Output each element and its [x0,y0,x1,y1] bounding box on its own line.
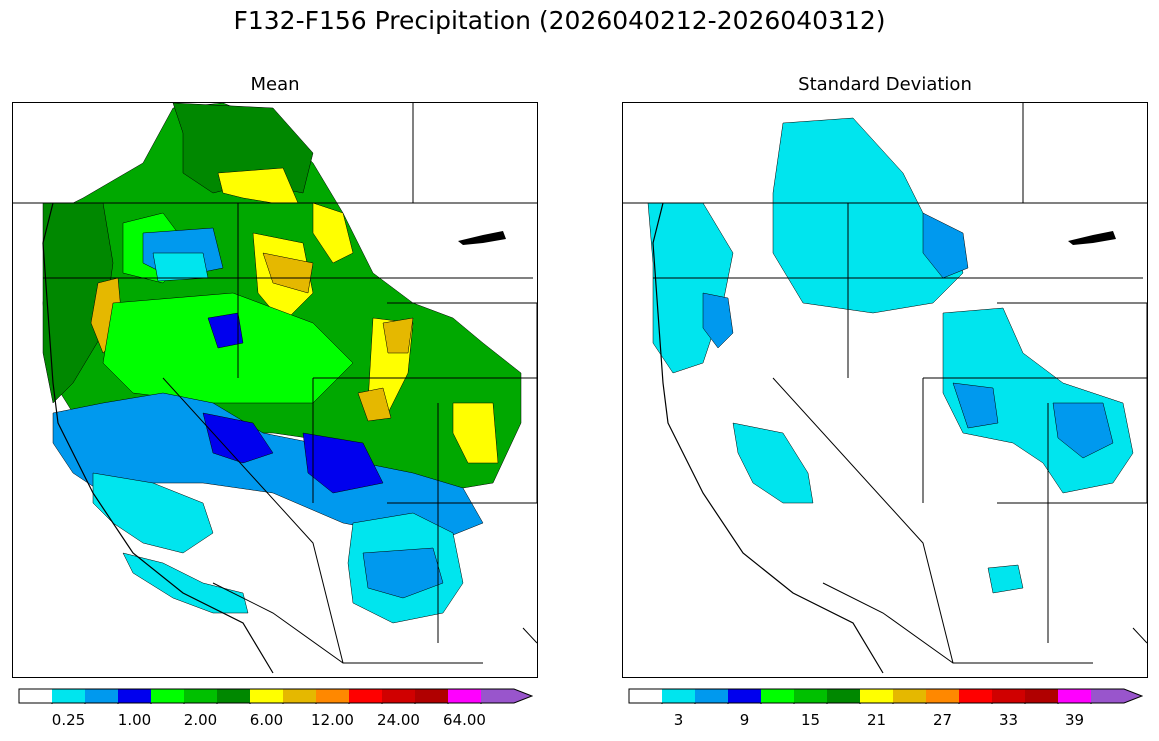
region-cyan-north [772,117,964,314]
map-stddev [622,102,1148,678]
colorbar-swatch [52,689,85,703]
colorbar-swatch [662,689,695,703]
colorbar-swatch [1091,689,1142,703]
region-cyan-sw [732,422,814,504]
region-cyan-south [987,564,1024,594]
region-darkgreen-coast [42,202,114,404]
region-gold-3 [382,317,414,354]
colorbar-swatch [151,689,184,703]
colorbar-tick-label: 2.00 [183,711,218,729]
map-mean [12,102,538,678]
region-yellow-4 [312,202,354,264]
region-darkblue-2 [302,432,384,494]
colorbar-swatch [250,689,283,703]
colorbar-swatch [85,689,118,703]
region-blue-coast [702,292,734,349]
colorbar-swatch [695,689,728,703]
colorbar-swatch [481,689,532,703]
colorbar-swatch [992,689,1025,703]
colorbar-tick-label: 0.25 [51,711,86,729]
colorbar-swatch [19,689,52,703]
colorbar-tick-label: 64.00 [443,711,486,729]
region-blue-north [922,212,969,279]
colorbar-swatch [118,689,151,703]
colorbar-tick-label: 24.00 [377,711,420,729]
colorbar-swatch [1025,689,1058,703]
panel-title-mean: Mean [250,74,300,95]
region-cyan-south-1 [92,472,214,554]
colorbar-swatch [448,689,481,703]
colorbar-swatch [728,689,761,703]
colorbar-swatch [283,689,316,703]
colorbar-swatch [349,689,382,703]
colorbar-tick-label: 33 [998,711,1019,729]
colorbar-tick-label: 6.00 [249,711,284,729]
colorbar-swatch [926,689,959,703]
colorbar-swatch [217,689,250,703]
colorbar-stddev [628,688,1143,704]
colorbar-swatch [1058,689,1091,703]
colorbar-tick-label: 21 [866,711,887,729]
region-blue-east [1052,402,1114,459]
colorbar-swatch [629,689,662,703]
colorbar-swatch [415,689,448,703]
colorbar-swatch [860,689,893,703]
region-darkblue-1 [202,412,274,464]
region-blue-south [362,547,444,599]
colorbar-tick-label: 15 [800,711,821,729]
colorbar-tick-label: 1.00 [117,711,152,729]
region-darkblue-3 [207,312,244,349]
region-cyan-coast [122,552,249,614]
colorbar-tick-label: 9 [739,711,750,729]
region-gold-4 [357,387,392,422]
colorbar-tick-label: 27 [932,711,953,729]
panel-title-stddev: Standard Deviation [798,74,972,95]
colorbar-swatch [316,689,349,703]
region-cyan-north [152,252,209,282]
colorbar-tick-label: 3 [673,711,684,729]
colorbar-tick-label: 12.00 [311,711,354,729]
colorbar-swatch [893,689,926,703]
region-gold-1 [262,252,314,294]
lake-shape [458,231,506,245]
colorbar-mean [18,688,533,704]
figure-title: F132-F156 Precipitation (2026040212-2026… [233,6,886,35]
colorbar-swatch [959,689,992,703]
colorbar-swatch [761,689,794,703]
region-blue-center [952,382,999,429]
colorbar-swatch [827,689,860,703]
colorbar-swatch [382,689,415,703]
colorbar-swatch [184,689,217,703]
colorbar-tick-label: 39 [1064,711,1085,729]
region-yellow-5 [452,402,499,464]
colorbar-swatch [794,689,827,703]
lake-shape [1068,231,1116,245]
